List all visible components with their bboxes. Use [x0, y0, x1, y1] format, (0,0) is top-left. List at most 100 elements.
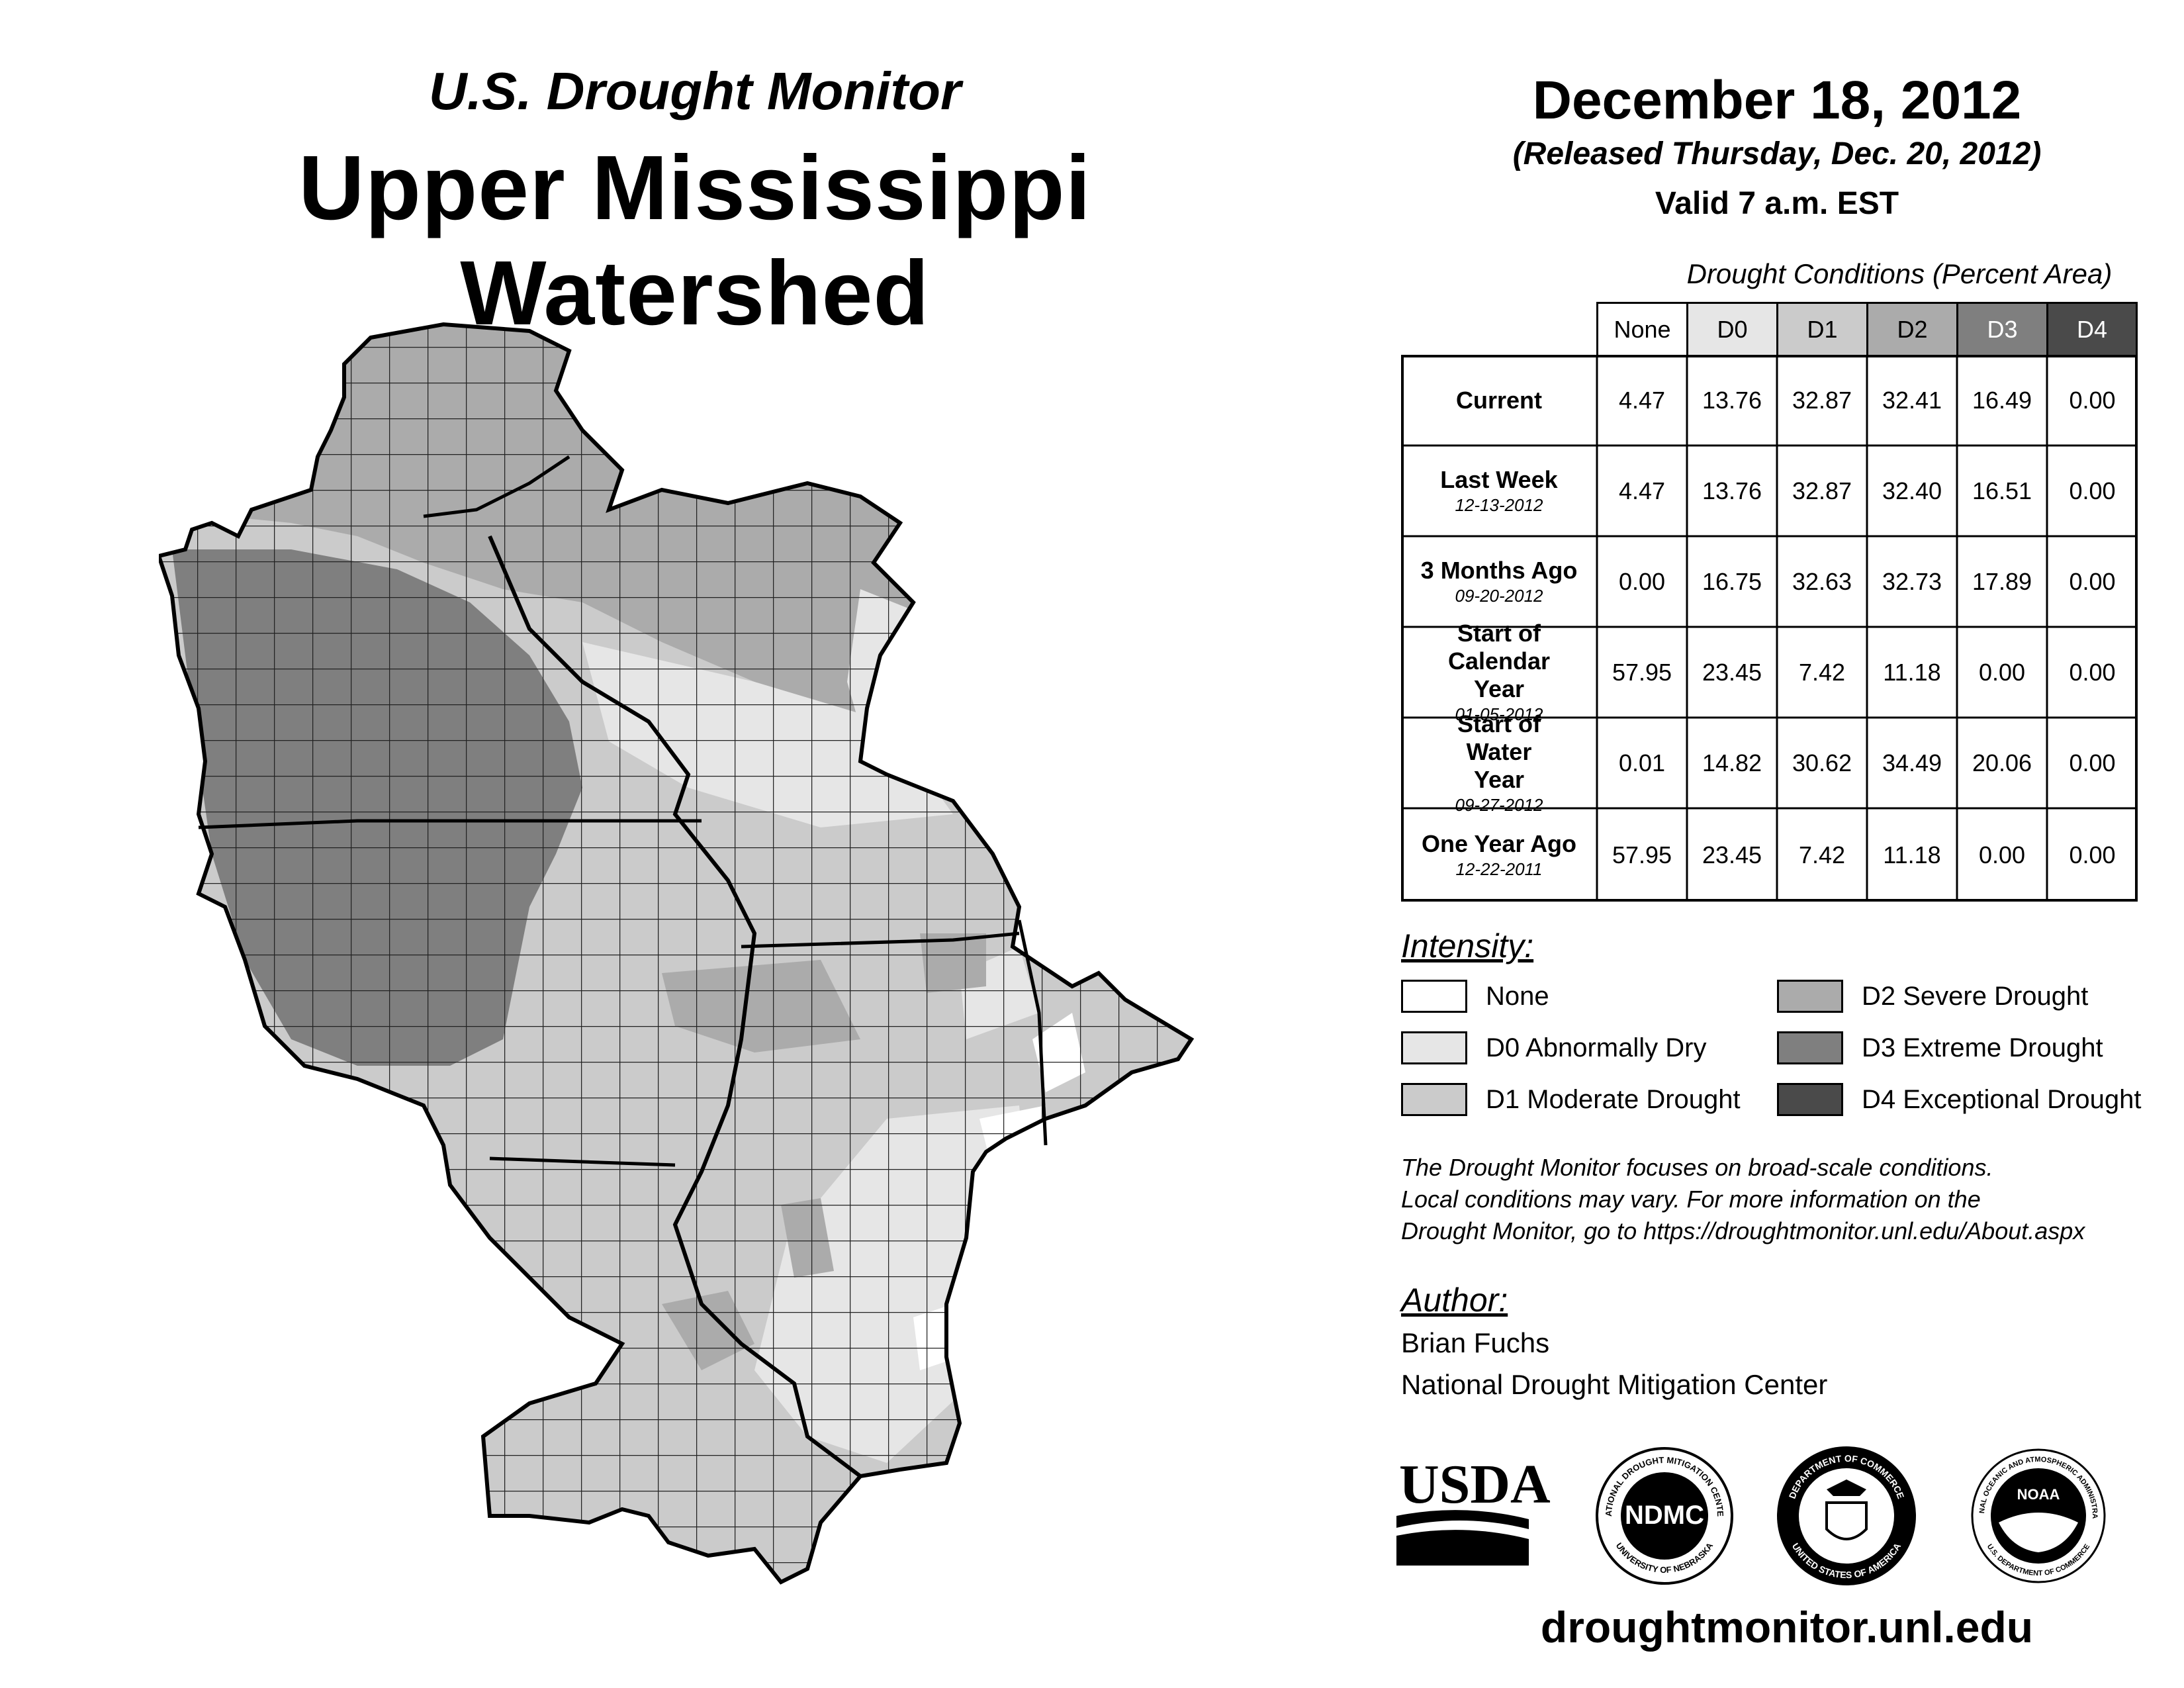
note-line: Drought Monitor, go to https://droughtmo… [1401, 1217, 2085, 1244]
note-line: Local conditions may vary. For more info… [1401, 1186, 1981, 1213]
legend-swatch-d1 [1401, 1083, 1467, 1116]
map-title: Upper Mississippi Watershed [298, 137, 1091, 344]
table-cell: 7.42 [1798, 658, 1846, 686]
table-cell: 13.76 [1702, 477, 1762, 504]
usda-logo: USDA [1396, 1454, 1551, 1566]
table-cell: 11.18 [1883, 841, 1941, 868]
row-label-text: Current [1455, 386, 1542, 414]
row-label-text: Start of Water Year [1457, 710, 1541, 793]
table-cell: 0.00 [1618, 567, 1666, 595]
row-label-start-calendar-year: Start of Calendar Year 01-05-2012 [1401, 620, 1597, 724]
col-header-d1: D1 [1776, 302, 1868, 357]
row-label-last-week: Last Week 12-13-2012 [1401, 445, 1597, 536]
ndmc-logo: NATIONAL DROUGHT MITIGATION CENTER UNIVE… [1596, 1447, 1733, 1585]
noaa-text: NOAA [2017, 1486, 2060, 1503]
table-cell: 32.87 [1792, 386, 1852, 414]
legend-label: D3 Extreme Drought [1862, 1033, 2103, 1062]
legend-swatch-d4 [1777, 1083, 1843, 1116]
table-cell: 0.00 [1978, 841, 2026, 868]
table-body-frame [1401, 355, 2138, 902]
table-cell: 0.00 [2069, 477, 2116, 504]
table-cell: 30.62 [1792, 749, 1852, 776]
table-cell: 17.89 [1972, 567, 2032, 595]
col-header-d4: D4 [2046, 302, 2138, 357]
map-subtitle: U.S. Drought Monitor [428, 62, 962, 120]
table-cell: 0.00 [2069, 658, 2116, 686]
table-cell: 0.00 [2069, 841, 2116, 868]
row-label-date: 09-27-2012 [1455, 794, 1543, 815]
commerce-seal-logo: DEPARTMENT OF COMMERCE UNITED STATES OF … [1777, 1446, 1916, 1585]
table-cell: 57.95 [1612, 658, 1672, 686]
table-cell: 16.75 [1702, 567, 1762, 595]
row-label-text: Start of Calendar Year [1447, 619, 1551, 702]
table-cell: 34.49 [1882, 749, 1942, 776]
ndmc-text: NDMC [1625, 1501, 1704, 1530]
col-header-d3: D3 [1956, 302, 2048, 357]
row-label-current: Current [1401, 355, 1597, 445]
row-label-text: 3 Months Ago [1420, 556, 1578, 584]
table-cell: 32.40 [1882, 477, 1942, 504]
table-cell: 32.73 [1882, 567, 1942, 595]
usda-text: USDA [1399, 1454, 1551, 1515]
row-label-start-water-year: Start of Water Year 09-27-2012 [1401, 710, 1597, 815]
legend-swatch-none [1401, 980, 1467, 1013]
partner-logos: USDA NATIONAL DROUGHT MITIGATION CENTER … [1396, 1446, 2106, 1585]
row-label-3-months-ago: 3 Months Ago 09-20-2012 [1401, 536, 1597, 627]
drought-conditions-table: None D0 D1 D2 D3 D4 Current 4.47 13.76 3… [1401, 302, 2138, 902]
table-cell: 0.00 [2069, 749, 2116, 776]
row-label-date: 12-22-2011 [1455, 859, 1543, 879]
usda-field-mark [1396, 1510, 1529, 1529]
table-cell: 23.45 [1702, 841, 1762, 868]
table-grid-lines [1401, 355, 2138, 902]
table-cell: 32.63 [1792, 567, 1852, 595]
author-heading: Author: [1401, 1282, 1508, 1319]
table-cell: 16.49 [1972, 386, 2032, 414]
row-label-one-year-ago: One Year Ago 12-22-2011 [1401, 808, 1597, 902]
release-date: (Released Thursday, Dec. 20, 2012) [1512, 136, 2042, 171]
legend-title: Intensity: [1401, 927, 1534, 964]
disclaimer-note: The Drought Monitor focuses on broad-sca… [1401, 1152, 2162, 1247]
author-name: Brian Fuchs [1401, 1327, 1550, 1358]
table-cell: 4.47 [1618, 477, 1666, 504]
noaa-logo: NATIONAL OCEANIC AND ATMOSPHERIC ADMINIS… [1971, 1448, 2106, 1583]
bird-icon [1999, 1513, 2078, 1552]
table-cell: 14.82 [1702, 749, 1762, 776]
drought-map [159, 311, 1231, 1635]
table-cell: 13.76 [1702, 386, 1762, 414]
row-label-text: One Year Ago [1421, 829, 1577, 857]
website-url[interactable]: droughtmonitor.unl.edu [1540, 1603, 2034, 1652]
legend-label: D1 Moderate Drought [1486, 1085, 1741, 1114]
row-label-date: 09-20-2012 [1455, 585, 1543, 606]
legend-label: None [1486, 982, 1549, 1011]
table-cell: 0.01 [1618, 749, 1666, 776]
legend-swatch-d3 [1777, 1031, 1843, 1064]
table-cell: 20.06 [1972, 749, 2032, 776]
row-label-text: Last Week [1440, 465, 1558, 493]
table-cell: 11.18 [1883, 658, 1941, 686]
valid-time: Valid 7 a.m. EST [1655, 186, 1899, 221]
table-cell: 0.00 [2069, 386, 2116, 414]
legend-swatch-d0 [1401, 1031, 1467, 1064]
col-header-none: None [1596, 302, 1688, 357]
table-cell: 0.00 [2069, 567, 2116, 595]
col-header-d0: D0 [1686, 302, 1778, 357]
row-label-date: 01-05-2012 [1455, 704, 1543, 724]
table-cell: 32.87 [1792, 477, 1852, 504]
eagle-icon [1827, 1479, 1866, 1496]
legend-label: D0 Abnormally Dry [1486, 1033, 1707, 1062]
author-organization: National Drought Mitigation Center [1401, 1369, 1828, 1400]
legend-label: D4 Exceptional Drought [1862, 1085, 2142, 1114]
table-cell: 16.51 [1972, 477, 2032, 504]
table-cell: 23.45 [1702, 658, 1762, 686]
legend: None D0 Abnormally Dry D1 Moderate Droug… [1401, 980, 2182, 1132]
valid-date: December 18, 2012 [1532, 70, 2022, 130]
table-caption: Drought Conditions (Percent Area) [1686, 258, 2113, 289]
table-cell: 32.41 [1882, 386, 1942, 414]
legend-label: D2 Severe Drought [1862, 982, 2089, 1011]
table-cell: 57.95 [1612, 841, 1672, 868]
usda-field-mark [1396, 1530, 1529, 1566]
table-cell: 7.42 [1798, 841, 1846, 868]
col-header-d2: D2 [1866, 302, 1958, 357]
shield-icon [1825, 1501, 1868, 1540]
note-line: The Drought Monitor focuses on broad-sca… [1401, 1154, 1993, 1181]
